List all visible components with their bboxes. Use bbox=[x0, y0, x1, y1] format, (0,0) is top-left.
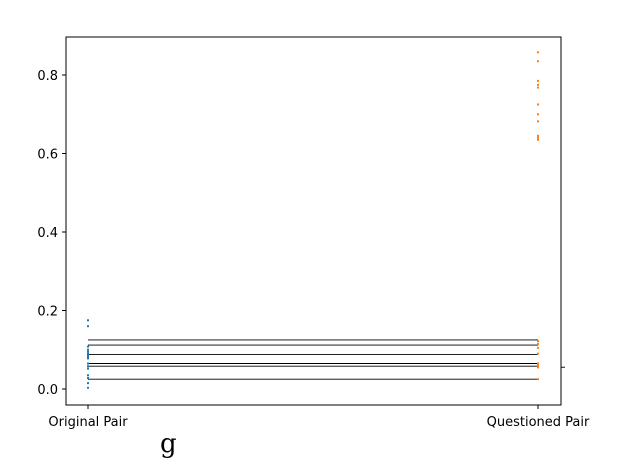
data-point-1-8 bbox=[537, 134, 539, 137]
data-point-0-1 bbox=[87, 325, 89, 328]
data-point-1-13 bbox=[537, 346, 539, 349]
y-tick-label-3: 0.6 bbox=[37, 148, 58, 163]
data-point-0-12 bbox=[87, 367, 89, 370]
data-point-1-1 bbox=[537, 60, 539, 63]
data-point-1-6 bbox=[537, 113, 539, 116]
plot-frame bbox=[65, 36, 562, 406]
data-point-1-18 bbox=[537, 378, 539, 381]
data-point-0-15 bbox=[87, 382, 89, 385]
data-point-1-11 bbox=[537, 340, 539, 343]
data-point-1-4 bbox=[537, 86, 539, 89]
data-point-1-5 bbox=[537, 103, 539, 106]
clipped-overlay-text: g bbox=[160, 429, 177, 459]
data-point-0-11 bbox=[87, 365, 89, 368]
data-point-0-5 bbox=[87, 352, 89, 355]
connecting-lines-layer bbox=[88, 339, 565, 380]
data-points-layer bbox=[87, 51, 539, 389]
y-axis: 0.0 0.2 0.4 0.6 0.8 bbox=[37, 69, 66, 398]
data-point-1-14 bbox=[537, 352, 539, 355]
data-point-1-0 bbox=[537, 51, 539, 54]
data-point-0-10 bbox=[87, 362, 89, 365]
data-point-1-15 bbox=[537, 362, 539, 365]
data-point-1-16 bbox=[537, 364, 539, 367]
data-point-0-0 bbox=[87, 319, 89, 322]
data-point-1-3 bbox=[537, 83, 539, 86]
data-point-0-9 bbox=[87, 357, 89, 360]
data-point-0-2 bbox=[87, 345, 89, 348]
data-point-1-10 bbox=[537, 138, 539, 141]
data-point-0-16 bbox=[87, 386, 89, 389]
x-tick-label-0: Original Pair bbox=[48, 415, 128, 430]
y-tick-label-1: 0.2 bbox=[37, 305, 58, 320]
data-point-0-3 bbox=[87, 348, 89, 351]
data-point-0-6 bbox=[87, 354, 89, 357]
data-point-0-14 bbox=[87, 377, 89, 380]
data-point-1-9 bbox=[537, 136, 539, 139]
data-point-1-2 bbox=[537, 79, 539, 82]
x-tick-label-1: Questioned Pair bbox=[487, 415, 590, 430]
y-tick-label-0: 0.0 bbox=[37, 383, 58, 398]
y-tick-label-2: 0.4 bbox=[37, 226, 58, 241]
data-point-0-13 bbox=[87, 374, 89, 377]
data-point-1-17 bbox=[537, 366, 539, 369]
y-tick-label-4: 0.8 bbox=[37, 69, 58, 84]
x-axis: Original Pair Questioned Pair bbox=[48, 405, 590, 430]
data-point-0-4 bbox=[87, 350, 89, 353]
data-point-1-7 bbox=[537, 120, 539, 123]
data-point-1-12 bbox=[537, 342, 539, 345]
